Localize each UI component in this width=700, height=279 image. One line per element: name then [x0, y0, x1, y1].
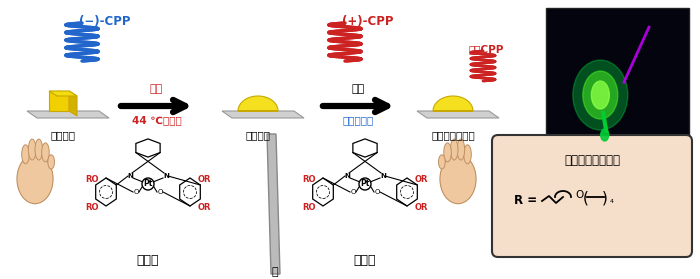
Polygon shape	[49, 91, 77, 96]
Text: Pt: Pt	[360, 179, 370, 189]
Ellipse shape	[463, 145, 471, 164]
Text: RO: RO	[302, 175, 316, 184]
Text: R =: R =	[514, 194, 541, 208]
Circle shape	[142, 178, 154, 190]
Text: 固体状態: 固体状態	[50, 130, 76, 140]
Text: (−)-CPP: (−)-CPP	[79, 15, 131, 28]
Text: 液体を維持: 液体を維持	[343, 115, 374, 125]
Ellipse shape	[444, 143, 452, 162]
Polygon shape	[69, 91, 77, 116]
Text: RO: RO	[85, 203, 99, 213]
Text: (: (	[583, 191, 589, 206]
Ellipse shape	[457, 139, 465, 160]
Text: RO: RO	[85, 175, 99, 184]
Text: 過冷却液体状態: 過冷却液体状態	[431, 130, 475, 140]
Polygon shape	[238, 96, 278, 111]
Text: 右手型: 右手型	[354, 254, 377, 268]
Text: O: O	[133, 189, 139, 195]
Text: O: O	[158, 189, 162, 195]
Polygon shape	[49, 91, 69, 111]
Text: N: N	[344, 173, 350, 179]
Text: (+)-CPP: (+)-CPP	[342, 15, 393, 28]
FancyBboxPatch shape	[492, 135, 692, 257]
Text: 低融点化ユニット: 低融点化ユニット	[564, 155, 620, 167]
Ellipse shape	[573, 60, 628, 130]
Ellipse shape	[440, 154, 476, 204]
Ellipse shape	[450, 139, 458, 160]
Text: N: N	[380, 173, 386, 179]
Ellipse shape	[42, 143, 49, 162]
Ellipse shape	[438, 155, 445, 169]
Ellipse shape	[583, 71, 618, 119]
Text: 冷却: 冷却	[352, 84, 365, 94]
Polygon shape	[27, 111, 109, 118]
Text: OR: OR	[414, 203, 428, 213]
Text: 鏡: 鏡	[272, 267, 279, 277]
Text: OR: OR	[197, 175, 211, 184]
Text: N: N	[127, 173, 133, 179]
Ellipse shape	[48, 155, 55, 169]
Text: 44 ℃で融解: 44 ℃で融解	[132, 115, 181, 125]
Polygon shape	[417, 111, 499, 118]
Polygon shape	[222, 111, 304, 118]
Ellipse shape	[28, 139, 36, 160]
Polygon shape	[267, 134, 280, 274]
Text: $_4$: $_4$	[609, 198, 615, 206]
Text: 強いCPP: 強いCPP	[468, 44, 504, 54]
Text: RO: RO	[302, 203, 316, 213]
Circle shape	[359, 178, 371, 190]
Text: ): )	[602, 191, 608, 206]
Text: 液体状態: 液体状態	[246, 130, 270, 140]
Text: OR: OR	[414, 175, 428, 184]
Ellipse shape	[22, 145, 29, 164]
Ellipse shape	[17, 154, 53, 204]
Text: O: O	[350, 189, 356, 195]
Bar	[546, 8, 689, 136]
Ellipse shape	[592, 81, 609, 109]
Text: 加熱: 加熱	[150, 84, 163, 94]
Ellipse shape	[601, 129, 609, 141]
Ellipse shape	[35, 139, 43, 160]
Text: O: O	[576, 190, 584, 200]
Text: Pt: Pt	[144, 179, 153, 189]
Text: N: N	[163, 173, 169, 179]
Text: O: O	[374, 189, 379, 195]
Text: OR: OR	[197, 203, 211, 213]
Polygon shape	[433, 96, 473, 111]
Text: 左手型: 左手型	[136, 254, 160, 268]
